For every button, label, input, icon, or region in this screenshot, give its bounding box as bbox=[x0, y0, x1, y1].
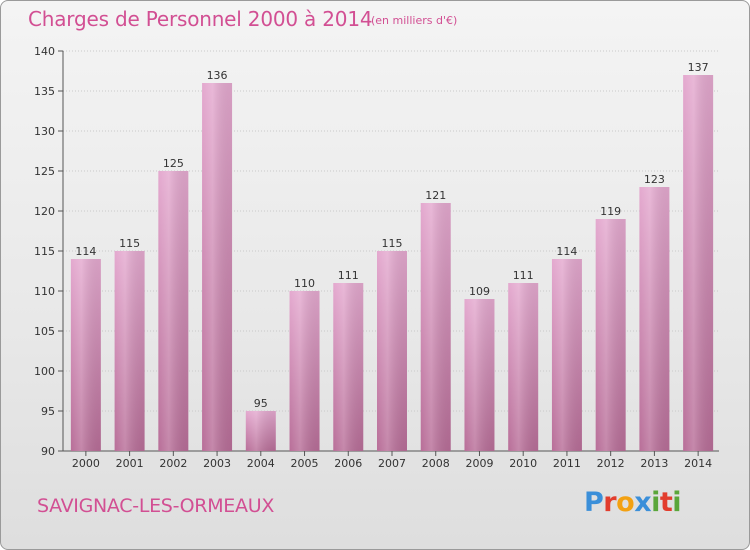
logo-letter: o bbox=[616, 487, 635, 518]
bar-sheen-2006 bbox=[333, 283, 364, 451]
chart-title: Charges de Personnel 2000 à 2014 bbox=[28, 7, 373, 31]
x-tick-label: 2003 bbox=[203, 457, 231, 470]
value-label: 95 bbox=[254, 397, 268, 410]
y-tick-label: 100 bbox=[34, 365, 55, 378]
bar-sheen-2000 bbox=[70, 259, 101, 451]
y-tick-label: 125 bbox=[34, 165, 55, 178]
bar-sheen-2012 bbox=[595, 219, 626, 451]
bar-sheen-2009 bbox=[464, 299, 495, 451]
x-tick-label: 2004 bbox=[247, 457, 275, 470]
y-tick-label: 95 bbox=[41, 405, 55, 418]
logo-letter: r bbox=[603, 487, 617, 518]
bar-sheen-2013 bbox=[639, 187, 670, 451]
data-labels: 114 115 125 136 95 110 111 115 121 109 111 114 119 12… bbox=[75, 61, 708, 410]
x-tick-label: 2008 bbox=[422, 457, 450, 470]
value-label: 125 bbox=[163, 157, 184, 170]
value-label: 110 bbox=[294, 277, 315, 290]
y-tick-label: 110 bbox=[34, 285, 55, 298]
value-label: 123 bbox=[644, 173, 665, 186]
logo-letter: P bbox=[584, 487, 604, 518]
bar-sheen-2011 bbox=[551, 259, 582, 451]
x-tick-label: 2007 bbox=[378, 457, 406, 470]
value-label: 121 bbox=[425, 189, 446, 202]
logo-letter: x bbox=[634, 487, 652, 518]
bar-sheen-2014 bbox=[683, 75, 714, 451]
y-tick-label: 120 bbox=[34, 205, 55, 218]
chart-subtitle: (en milliers d'€) bbox=[371, 14, 458, 27]
bars bbox=[70, 75, 714, 451]
x-tick-label: 2014 bbox=[684, 457, 712, 470]
y-tick-label: 130 bbox=[34, 125, 55, 138]
logo-letter: i bbox=[651, 487, 660, 518]
bar-sheen-2007 bbox=[377, 251, 407, 451]
y-tick-label: 140 bbox=[34, 45, 55, 58]
x-tick-label: 2012 bbox=[597, 457, 625, 470]
logo-letter: i bbox=[672, 487, 682, 518]
value-label: 136 bbox=[207, 69, 228, 82]
bar-sheen-2003 bbox=[202, 83, 233, 451]
y-tick-label: 105 bbox=[34, 325, 55, 338]
x-tick-label: 2002 bbox=[159, 457, 187, 470]
x-tick-label: 2001 bbox=[116, 457, 144, 470]
x-tick-label: 2013 bbox=[640, 457, 668, 470]
place-name: SAVIGNAC-LES-ORMEAUX bbox=[37, 495, 275, 517]
value-label: 115 bbox=[119, 237, 140, 250]
x-tick-label: 2009 bbox=[465, 457, 493, 470]
logo-letter: t bbox=[659, 487, 673, 518]
value-label: 111 bbox=[513, 269, 534, 282]
bar-sheen-2010 bbox=[508, 283, 539, 451]
value-label: 114 bbox=[556, 245, 577, 258]
bar-sheen-2001 bbox=[114, 251, 145, 451]
value-label: 111 bbox=[338, 269, 359, 282]
bar-sheen-2005 bbox=[289, 291, 320, 451]
bar-sheen-2008 bbox=[420, 203, 451, 451]
value-label: 114 bbox=[75, 245, 96, 258]
bar-sheen-2004 bbox=[245, 411, 276, 451]
y-tick-label: 90 bbox=[41, 445, 55, 458]
y-tick-label: 115 bbox=[34, 245, 55, 258]
value-label: 119 bbox=[600, 205, 621, 218]
x-tick-label: 2005 bbox=[291, 457, 319, 470]
x-tick-label: 2000 bbox=[72, 457, 100, 470]
value-label: 109 bbox=[469, 285, 490, 298]
bar-sheen-2002 bbox=[158, 171, 189, 451]
value-label: 115 bbox=[382, 237, 403, 250]
x-tick-label: 2011 bbox=[553, 457, 581, 470]
y-tick-label: 135 bbox=[34, 85, 55, 98]
value-label: 137 bbox=[688, 61, 709, 74]
x-tick-label: 2006 bbox=[334, 457, 362, 470]
proxiti-logo: Proxiti bbox=[584, 487, 682, 518]
x-tick-label: 2010 bbox=[509, 457, 537, 470]
